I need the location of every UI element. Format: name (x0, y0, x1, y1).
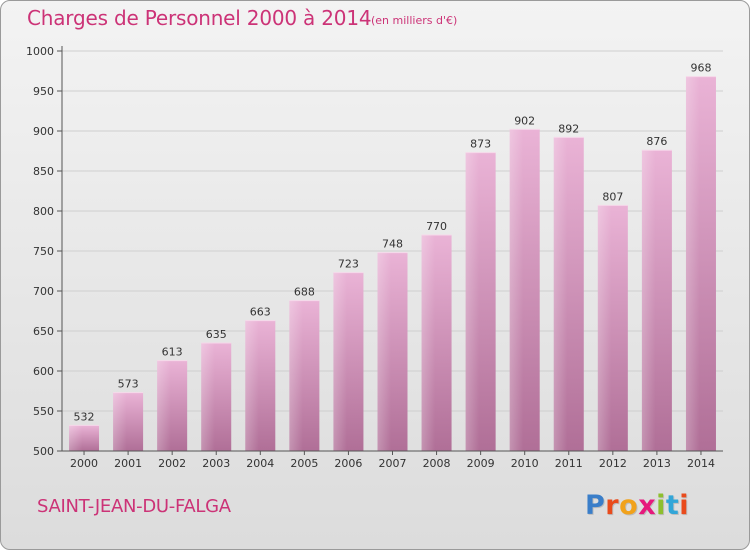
data-label: 770 (426, 220, 447, 233)
data-label: 902 (514, 114, 535, 127)
bar-2011 (553, 136, 584, 451)
y-tick-label: 1000 (26, 45, 54, 58)
x-tick-label: 2008 (423, 457, 451, 470)
commune-name: SAINT-JEAN-DU-FALGA (37, 496, 231, 517)
data-label: 873 (470, 138, 491, 151)
bar-highlight (509, 129, 524, 451)
proxiti-logo: Proxiti (585, 490, 690, 521)
y-tick-label: 650 (33, 325, 54, 338)
x-tick-label: 2000 (70, 457, 98, 470)
chart-title: Charges de Personnel 2000 à 2014 (27, 6, 372, 30)
y-tick-label: 900 (33, 125, 54, 138)
bar-2007 (377, 252, 408, 451)
y-tick-label: 850 (33, 165, 54, 178)
data-label: 892 (558, 122, 579, 135)
bar-2006 (333, 272, 364, 451)
x-tick-label: 2009 (467, 457, 495, 470)
y-tick-label: 800 (33, 205, 54, 218)
bar-highlight (245, 320, 259, 451)
x-tick-label: 2001 (114, 457, 142, 470)
y-tick-label: 500 (33, 445, 54, 458)
data-label: 748 (382, 238, 403, 251)
data-label: 613 (162, 346, 183, 359)
bar-highlight (641, 150, 656, 451)
bar-highlight (421, 235, 436, 451)
y-tick-label: 950 (33, 85, 54, 98)
bar-highlight (553, 137, 568, 451)
data-label: 663 (250, 306, 271, 319)
bar-2004 (245, 320, 276, 451)
bar-highlight (377, 252, 391, 451)
data-label: 635 (206, 328, 227, 341)
x-tick-label: 2011 (555, 457, 583, 470)
data-label: 723 (338, 258, 359, 271)
x-tick-label: 2007 (379, 457, 407, 470)
bar-highlight (201, 343, 215, 451)
bar-highlight (465, 152, 480, 451)
chart-subtitle: (en milliers d'€) (371, 14, 458, 27)
bar-2003 (201, 342, 232, 451)
bar-2010 (509, 128, 540, 451)
bar-2014 (685, 76, 716, 451)
x-tick-label: 2006 (334, 457, 362, 470)
x-tick-label: 2010 (511, 457, 539, 470)
data-label: 532 (74, 410, 95, 423)
y-tick-label: 750 (33, 245, 54, 258)
bar-highlight (157, 360, 171, 451)
x-tick-label: 2003 (202, 457, 230, 470)
bar-highlight (289, 300, 303, 451)
data-label: 968 (690, 62, 711, 75)
x-tick-label: 2014 (687, 457, 715, 470)
bar-highlight (685, 76, 700, 451)
y-tick-label: 600 (33, 365, 54, 378)
bar-2001 (113, 392, 144, 451)
bar-highlight (69, 425, 83, 451)
x-tick-label: 2005 (290, 457, 318, 470)
x-tick-label: 2013 (643, 457, 671, 470)
bar-2005 (289, 300, 320, 451)
x-tick-label: 2002 (158, 457, 186, 470)
bar-2012 (597, 204, 628, 451)
bar-highlight (113, 392, 127, 451)
x-tick-label: 2012 (599, 457, 627, 470)
bar-2009 (465, 152, 496, 451)
bar-2002 (157, 360, 188, 451)
x-tick-label: 2004 (246, 457, 274, 470)
data-label: 876 (646, 135, 667, 148)
y-tick-label: 700 (33, 285, 54, 298)
bar-2013 (641, 149, 672, 451)
data-label: 807 (602, 190, 623, 203)
bar-highlight (333, 272, 347, 451)
data-label: 688 (294, 286, 315, 299)
data-label: 573 (118, 378, 139, 391)
bar-2000 (69, 424, 100, 451)
bar-2008 (421, 234, 452, 451)
bar-highlight (597, 205, 612, 451)
y-tick-label: 550 (33, 405, 54, 418)
